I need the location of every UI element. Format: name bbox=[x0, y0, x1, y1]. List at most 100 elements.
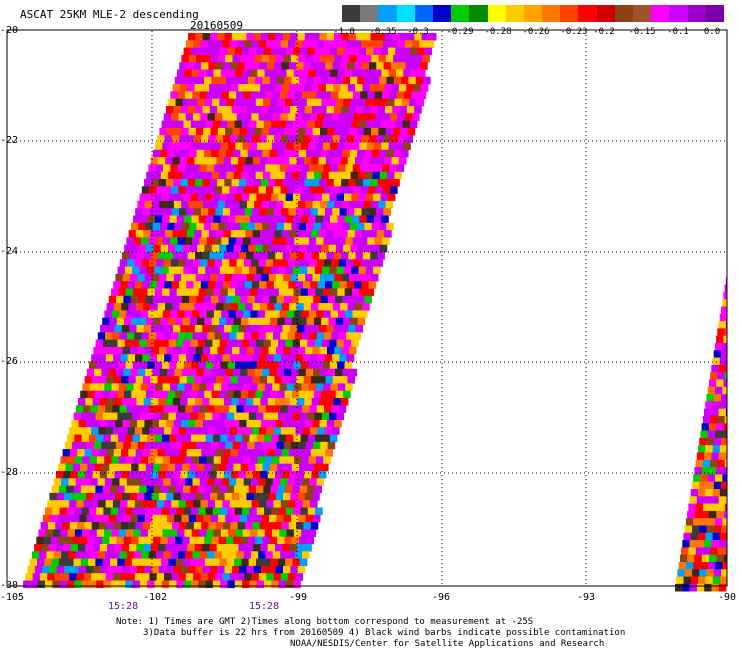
swath-pixel bbox=[174, 149, 183, 158]
swath-pixel bbox=[221, 310, 229, 318]
swath-pixel bbox=[283, 368, 292, 377]
swath-pixel bbox=[329, 266, 337, 275]
swath-pixel bbox=[237, 135, 246, 143]
swath-pixel bbox=[170, 478, 179, 486]
swath-pixel bbox=[314, 339, 323, 348]
swath-pixel bbox=[92, 398, 101, 406]
swath-pixel bbox=[62, 522, 71, 530]
swath-pixel bbox=[167, 222, 175, 231]
swath-pixel bbox=[98, 500, 106, 508]
swath-pixel bbox=[192, 259, 201, 267]
swath-pixel bbox=[214, 551, 222, 559]
swath-pixel bbox=[271, 580, 279, 589]
swath-pixel bbox=[229, 573, 238, 581]
swath-pixel bbox=[201, 449, 209, 457]
swath-pixel bbox=[239, 419, 247, 428]
swath-pixel bbox=[310, 62, 319, 70]
swath-pixel bbox=[169, 507, 177, 516]
swath-pixel bbox=[707, 562, 716, 570]
swath-pixel bbox=[186, 62, 195, 70]
swath-pixel bbox=[187, 84, 195, 92]
swath-pixel bbox=[99, 449, 107, 457]
swath-pixel bbox=[317, 186, 325, 194]
swath-pixel bbox=[135, 208, 143, 216]
swath-pixel bbox=[183, 120, 192, 129]
swath-pixel bbox=[116, 390, 125, 399]
swath-pixel bbox=[243, 383, 251, 391]
swath-pixel bbox=[339, 281, 348, 289]
swath-pixel bbox=[299, 317, 307, 326]
swath-pixel bbox=[325, 449, 333, 457]
swath-pixel bbox=[302, 113, 311, 121]
swath-pixel bbox=[390, 40, 398, 48]
swath-pixel bbox=[310, 522, 319, 530]
swath-pixel bbox=[398, 62, 406, 70]
swath-pixel bbox=[208, 354, 216, 362]
swath-pixel bbox=[401, 98, 410, 107]
swath-pixel bbox=[183, 434, 192, 443]
swath-pixel bbox=[105, 405, 113, 413]
swath-pixel bbox=[64, 492, 72, 501]
swath-pixel bbox=[338, 332, 347, 340]
swath-pixel bbox=[251, 427, 260, 435]
swath-pixel bbox=[233, 317, 242, 326]
swath-pixel bbox=[121, 303, 129, 311]
swath-pixel bbox=[39, 551, 47, 559]
swath-pixel bbox=[45, 529, 54, 537]
swath-pixel bbox=[281, 135, 289, 143]
swath-pixel bbox=[296, 62, 304, 70]
swath-pixel bbox=[366, 288, 375, 297]
swath-pixel bbox=[102, 485, 111, 494]
swath-pixel bbox=[377, 84, 385, 92]
swath-pixel bbox=[107, 398, 115, 406]
swath-pixel bbox=[367, 237, 375, 245]
swath-pixel bbox=[173, 565, 182, 574]
swath-pixel bbox=[89, 361, 97, 370]
swath-pixel bbox=[204, 171, 213, 180]
swath-pixel bbox=[160, 463, 168, 472]
swath-pixel bbox=[234, 412, 242, 421]
swath-pixel bbox=[179, 135, 187, 143]
swath-pixel bbox=[269, 536, 278, 545]
swath-pixel bbox=[88, 485, 96, 494]
swath-pixel bbox=[288, 427, 296, 435]
swath-pixel bbox=[59, 507, 68, 516]
swath-pixel bbox=[138, 317, 147, 326]
swath-pixel bbox=[253, 325, 261, 333]
swath-pixel bbox=[164, 281, 172, 289]
swath-pixel bbox=[181, 127, 189, 136]
swath-pixel bbox=[209, 544, 217, 552]
swath-pixel bbox=[36, 536, 44, 545]
swath-pixel bbox=[242, 142, 251, 151]
swath-pixel bbox=[246, 200, 255, 209]
swath-pixel bbox=[215, 208, 224, 216]
swath-pixel bbox=[363, 54, 372, 63]
swath-pixel bbox=[93, 514, 102, 523]
swath-pixel bbox=[296, 522, 304, 530]
swath-pixel bbox=[318, 303, 326, 311]
swath-pixel bbox=[128, 376, 136, 384]
swath-pixel bbox=[384, 179, 393, 187]
swath-pixel bbox=[239, 492, 247, 501]
swath-pixel bbox=[268, 252, 276, 260]
swath-pixel bbox=[264, 456, 273, 464]
swath-pixel bbox=[357, 149, 365, 158]
swath-pixel bbox=[243, 164, 251, 172]
swath-pixel bbox=[309, 164, 317, 172]
swath-pixel bbox=[130, 368, 139, 377]
swath-pixel bbox=[285, 507, 294, 516]
swath-pixel bbox=[213, 383, 222, 391]
swath-pixel bbox=[322, 266, 330, 275]
swath-pixel bbox=[415, 76, 424, 85]
swath-pixel bbox=[691, 481, 700, 490]
swath-pixel bbox=[188, 514, 197, 523]
swath-pixel bbox=[205, 47, 214, 56]
swath-pixel bbox=[278, 288, 287, 297]
swath-pixel bbox=[206, 383, 215, 391]
swath-pixel bbox=[348, 325, 356, 333]
swath-pixel bbox=[66, 580, 75, 589]
swath-pixel bbox=[245, 376, 253, 384]
swath-pixel bbox=[202, 346, 211, 355]
swath-pixel bbox=[333, 84, 341, 92]
swath-pixel bbox=[306, 76, 314, 85]
